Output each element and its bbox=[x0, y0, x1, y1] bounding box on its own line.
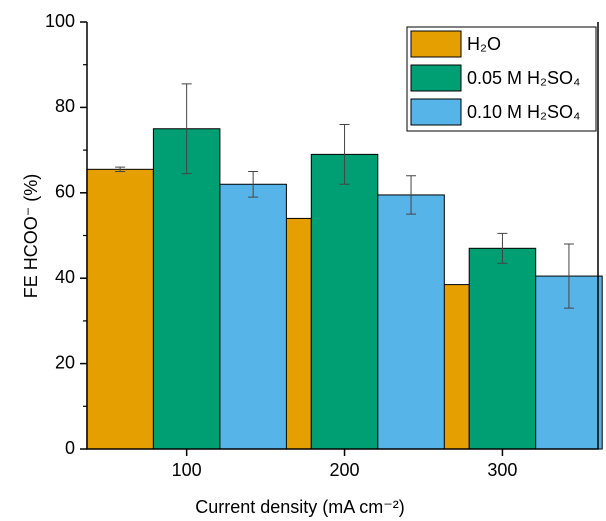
axes bbox=[86, 22, 599, 450]
bar bbox=[310, 153, 379, 450]
y-axis-label: FE HCOO⁻ (%) bbox=[21, 174, 41, 299]
bar bbox=[377, 194, 445, 450]
y-tick-label: 0 bbox=[65, 438, 75, 458]
error-bar bbox=[563, 243, 574, 309]
y-tick-label: 80 bbox=[55, 96, 75, 116]
bar bbox=[152, 128, 221, 450]
x-tick-label: 300 bbox=[487, 460, 517, 480]
y-tick-label: 60 bbox=[55, 182, 75, 202]
legend-label: H₂O bbox=[467, 34, 501, 54]
x-tick-label: 100 bbox=[172, 460, 202, 480]
error-bar bbox=[181, 83, 192, 175]
bar bbox=[219, 183, 287, 450]
error-bar bbox=[406, 175, 417, 215]
error-bar bbox=[497, 232, 508, 264]
legend-swatch bbox=[410, 98, 462, 126]
x-axis-label: Current density (mA cm⁻²) bbox=[195, 497, 405, 517]
y-tick-label: 20 bbox=[55, 352, 75, 372]
bar bbox=[86, 168, 154, 450]
error-bar bbox=[339, 123, 350, 185]
legend-label: 0.05 M H₂SO₄ bbox=[467, 68, 580, 88]
error-bar bbox=[248, 170, 259, 198]
error-bar bbox=[115, 166, 126, 172]
x-tick-label: 200 bbox=[330, 460, 360, 480]
legend-swatch bbox=[410, 30, 462, 58]
legend-swatch bbox=[410, 64, 462, 92]
y-tick-label: 40 bbox=[55, 267, 75, 287]
legend-label: 0.10 M H₂SO₄ bbox=[467, 102, 580, 122]
y-tick-label: 100 bbox=[45, 11, 75, 31]
bar bbox=[468, 247, 537, 450]
